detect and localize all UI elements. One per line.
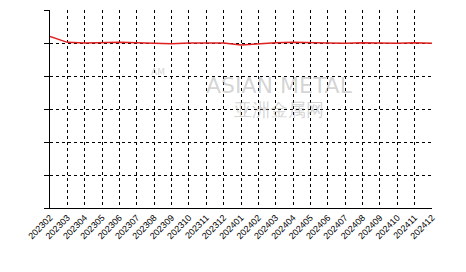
svg-text:202401: 202401 <box>217 213 245 241</box>
svg-text:ASIAN METAL: ASIAN METAL <box>206 73 353 98</box>
svg-text:202408: 202408 <box>339 213 367 241</box>
svg-text:202307: 202307 <box>113 213 141 241</box>
svg-text:202405: 202405 <box>287 213 315 241</box>
svg-text:202412: 202412 <box>408 213 436 241</box>
svg-text:202410: 202410 <box>374 213 402 241</box>
svg-text:202312: 202312 <box>200 213 228 241</box>
svg-text:202310: 202310 <box>165 213 193 241</box>
svg-text:202305: 202305 <box>78 213 106 241</box>
svg-text:202304: 202304 <box>61 213 89 241</box>
svg-text:亚洲金属网: 亚洲金属网 <box>234 99 324 120</box>
svg-text:202403: 202403 <box>252 213 280 241</box>
svg-text:202308: 202308 <box>130 213 158 241</box>
svg-text:202404: 202404 <box>269 213 297 241</box>
svg-text:202402: 202402 <box>235 213 263 241</box>
svg-text:202411: 202411 <box>391 213 419 241</box>
svg-text:202407: 202407 <box>321 213 349 241</box>
svg-text:202409: 202409 <box>356 213 384 241</box>
svg-text:202406: 202406 <box>304 213 332 241</box>
svg-text:202309: 202309 <box>148 213 176 241</box>
svg-text:202302: 202302 <box>26 213 54 241</box>
svg-text:202303: 202303 <box>44 213 72 241</box>
svg-text:AM: AM <box>151 67 165 77</box>
svg-text:202311: 202311 <box>183 213 211 241</box>
svg-text:202306: 202306 <box>96 213 124 241</box>
